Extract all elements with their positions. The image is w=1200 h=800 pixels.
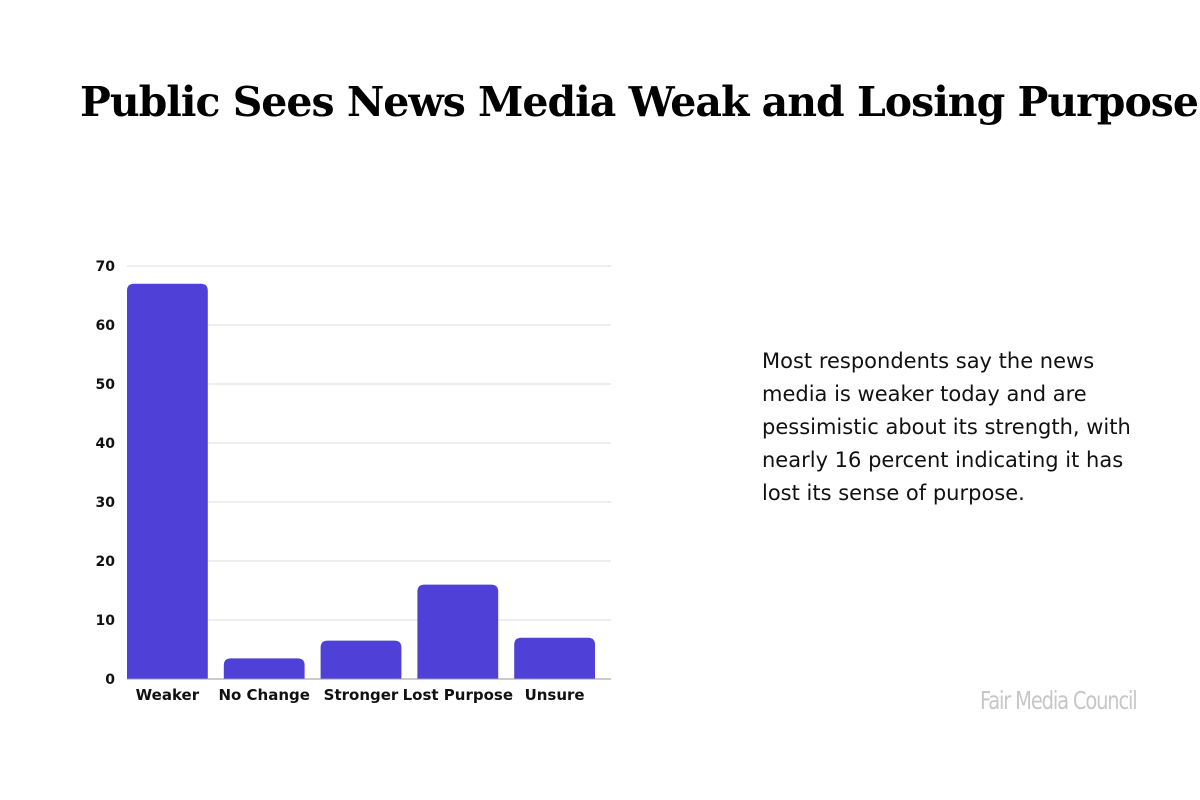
chart-description: Most respondents say the news media is w… — [762, 349, 1131, 505]
x-tick-label: Weaker — [136, 686, 200, 704]
brand-logo: Fair Media Council — [980, 686, 1138, 715]
y-tick-label: 30 — [96, 495, 116, 511]
y-tick-label: 10 — [96, 613, 116, 629]
bars — [127, 283, 595, 679]
bar-weaker — [127, 283, 208, 679]
x-tick-label: Lost Purpose — [403, 686, 513, 704]
y-tick-label: 40 — [96, 436, 116, 452]
y-tick-label: 0 — [105, 672, 115, 688]
y-tick-label: 70 — [96, 259, 116, 275]
bar-no-change — [223, 658, 305, 679]
y-tick-label: 50 — [96, 377, 116, 393]
x-tick-label: No Change — [218, 686, 309, 704]
y-tick-label: 60 — [96, 318, 116, 334]
y-tick-label: 20 — [96, 554, 116, 570]
bar-stronger — [320, 640, 402, 679]
bar-chart: 0 10 20 30 40 50 60 70 Weaker No Change Stronger L… — [96, 259, 611, 704]
x-tick-label: Stronger — [324, 686, 399, 704]
bar-lost-purpose — [417, 584, 499, 679]
x-tick-label: Unsure — [525, 686, 585, 704]
bar-unsure — [514, 637, 595, 679]
y-axis-ticks: 0 10 20 30 40 50 60 70 — [96, 259, 116, 688]
chart-title: Public Sees News Media Weak and Losing P… — [80, 78, 1199, 126]
x-axis-labels: Weaker No Change Stronger Lost Purpose Unsur… — [136, 686, 585, 704]
